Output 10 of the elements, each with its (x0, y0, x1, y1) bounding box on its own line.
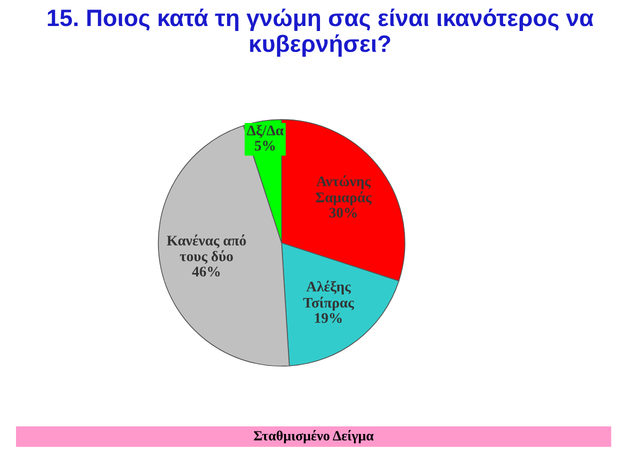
slice-label: Κανένας από τους δύο (166, 234, 246, 264)
slice-label: Αλέξης Τσίπρας (303, 280, 354, 311)
text: Σταθμισμένο Δείγμα (254, 430, 374, 444)
chart-title: 15. Ποιος κατά τη γνώμη σας είναι ικανότερος να κυβερνήσει? (48, 8, 594, 57)
data-label: 30% (329, 208, 357, 218)
data-label: 46% (192, 266, 220, 277)
slice-label: Αντώνης Σαμαράς (316, 175, 372, 206)
data-label: 19% (315, 313, 342, 323)
data-label: 5% (254, 140, 275, 151)
slice-label: Δξ/Δα (246, 124, 284, 138)
